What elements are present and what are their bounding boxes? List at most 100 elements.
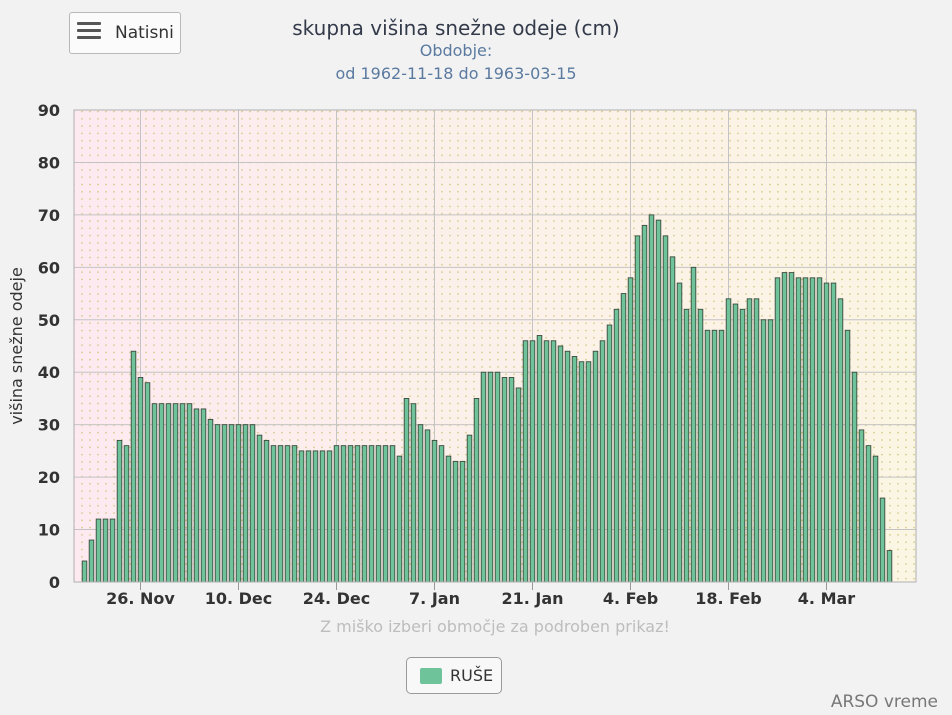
bar[interactable] [634,235,641,583]
bar[interactable] [403,397,410,583]
bar[interactable] [102,518,109,583]
bar[interactable] [599,340,606,583]
bar[interactable] [711,329,718,583]
legend-item-ruse[interactable]: RUŠE [406,657,502,694]
bar[interactable] [816,277,823,583]
bar[interactable] [781,272,788,583]
bar[interactable] [375,445,382,583]
bar[interactable] [767,319,774,583]
bar[interactable] [557,345,564,583]
bar[interactable] [746,298,753,583]
bar[interactable] [431,439,438,583]
bar[interactable] [116,439,123,583]
bar[interactable] [886,550,893,583]
bar[interactable] [515,387,522,583]
bar[interactable] [130,350,137,583]
bar[interactable] [788,272,795,583]
bar[interactable] [466,434,473,583]
bar[interactable] [158,403,165,583]
bar[interactable] [235,424,242,583]
bar[interactable] [543,340,550,583]
bar[interactable] [536,335,543,583]
bar[interactable] [753,298,760,583]
bar[interactable] [494,371,501,583]
bar[interactable] [844,329,851,583]
bar[interactable] [277,445,284,583]
bar[interactable] [193,408,200,583]
bar[interactable] [508,377,515,583]
bar[interactable] [165,403,172,583]
bar[interactable] [207,418,214,583]
bar[interactable] [809,277,816,583]
bar[interactable] [137,377,144,583]
bar[interactable] [585,361,592,583]
bar[interactable] [312,450,319,583]
bar[interactable] [739,308,746,583]
bar[interactable] [144,382,151,583]
bar[interactable] [571,356,578,583]
bar[interactable] [151,403,158,583]
bar[interactable] [81,560,88,583]
bar[interactable] [529,340,536,583]
bar[interactable] [501,377,508,583]
bar[interactable] [676,282,683,583]
bar[interactable] [361,445,368,583]
bar[interactable] [347,445,354,583]
bar[interactable] [606,324,613,583]
bar[interactable] [270,445,277,583]
bar[interactable] [424,429,431,583]
bar[interactable] [445,455,452,583]
bar[interactable] [627,277,634,583]
bar[interactable] [592,350,599,583]
bar[interactable] [459,460,466,583]
bar[interactable] [242,424,249,583]
bar[interactable] [522,340,529,583]
bar[interactable] [200,408,207,583]
bar[interactable] [655,219,662,583]
bar[interactable] [452,460,459,583]
bar[interactable] [648,214,655,583]
bar[interactable] [389,445,396,583]
bar[interactable] [487,371,494,583]
bar[interactable] [830,282,837,583]
bar[interactable] [697,308,704,583]
bar[interactable] [662,235,669,583]
bar[interactable] [480,371,487,583]
bar[interactable] [795,277,802,583]
bar[interactable] [340,445,347,583]
bar[interactable] [564,350,571,583]
bar[interactable] [851,371,858,583]
bar[interactable] [396,455,403,583]
bar[interactable] [858,429,865,583]
bar[interactable] [669,256,676,583]
bar[interactable] [732,303,739,583]
bar[interactable] [550,340,557,583]
bar[interactable] [172,403,179,583]
bar[interactable] [438,445,445,583]
bar[interactable] [837,298,844,583]
bar[interactable] [578,361,585,583]
bar[interactable] [249,424,256,583]
bar[interactable] [228,424,235,583]
bar[interactable] [319,450,326,583]
bar[interactable] [613,308,620,583]
bar[interactable] [305,450,312,583]
bar[interactable] [123,445,130,583]
print-menu-button[interactable]: Natisni [69,12,181,54]
bar[interactable] [802,277,809,583]
bar[interactable] [326,450,333,583]
bar[interactable] [368,445,375,583]
bar[interactable] [683,308,690,583]
bar[interactable] [872,455,879,583]
bar[interactable] [186,403,193,583]
bar[interactable] [284,445,291,583]
bar[interactable] [417,424,424,583]
bar[interactable] [690,266,697,583]
bar[interactable] [354,445,361,583]
bar[interactable] [214,424,221,583]
bar[interactable] [641,224,648,583]
bar[interactable] [865,445,872,583]
bar[interactable] [382,445,389,583]
bar[interactable] [704,329,711,583]
